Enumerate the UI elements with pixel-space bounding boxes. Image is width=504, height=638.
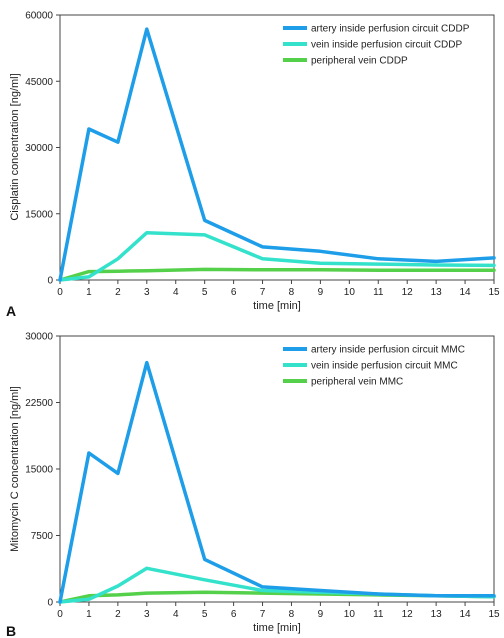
x-tick-label: 6 <box>231 287 237 298</box>
legend-b: artery inside perfusion circuit MMC vein … <box>283 345 465 388</box>
y-ticks-a: 0 15000 30000 45000 60000 <box>25 11 60 287</box>
y-axis-title-a: Cisplatin concentration [ng/ml] <box>9 73 21 220</box>
x-tick-label: 3 <box>144 287 150 298</box>
y-tick-label: 15000 <box>25 465 53 476</box>
x-tick-label: 13 <box>431 609 443 620</box>
series-line-vein-inside-perfusion-circuit-cddp <box>58 230 496 282</box>
x-tick-label: 0 <box>57 609 63 620</box>
series-line-artery-inside-perfusion-circuit-mmc <box>58 360 496 604</box>
legend-label: peripheral vein MMC <box>311 377 403 388</box>
chart-panel-b: 0 1 2 3 4 5 6 7 8 9 10 11 12 13 14 15 07500150002250030… <box>6 332 500 638</box>
y-tick-label: 15000 <box>25 209 53 220</box>
y-ticks-b: 0 7500 15000 22500 30000 <box>25 332 60 609</box>
legend-label: vein inside perfusion circuit MMC <box>311 361 458 372</box>
y-tick-label: 0 <box>47 598 53 609</box>
x-tick-label: 8 <box>289 287 295 298</box>
x-tick-label: 14 <box>460 609 472 620</box>
x-tick-label: 1 <box>86 609 92 620</box>
x-tick-label: 10 <box>344 609 356 620</box>
y-tick-label: 30000 <box>25 143 53 154</box>
legend-label: vein inside perfusion circuit CDDP <box>311 40 463 51</box>
plot-frame-b <box>59 335 495 603</box>
y-tick-label: 30000 <box>25 332 53 343</box>
x-tick-label: 4 <box>173 609 179 620</box>
legend-a: artery inside perfusion circuit CDDP vein… <box>283 24 470 67</box>
x-tick-label: 2 <box>115 609 121 620</box>
x-ticks-b: 0 1 2 3 4 5 6 7 8 9 10 11 12 13 14 15 <box>57 602 500 620</box>
plot-frame-a <box>59 14 495 281</box>
y-tick-label: 22500 <box>25 398 53 409</box>
y-tick-label: 7500 <box>31 531 54 542</box>
x-tick-label: 10 <box>344 287 356 298</box>
chart-panel-a: 0 1 2 3 4 5 6 7 8 9 10 11 12 13 14 15 01500030000450006… <box>6 11 500 320</box>
x-tick-label: 12 <box>402 609 414 620</box>
panel-label-a: A <box>6 303 16 319</box>
series-lines-b <box>58 360 496 604</box>
x-tick-label: 0 <box>57 287 63 298</box>
x-tick-label: 8 <box>289 609 295 620</box>
series-line-peripheral-vein-cddp <box>58 267 496 282</box>
x-tick-label: 6 <box>231 609 237 620</box>
x-tick-label: 7 <box>260 609 266 620</box>
y-tick-label: 0 <box>47 276 53 287</box>
x-tick-label: 15 <box>488 287 500 298</box>
x-tick-label: 11 <box>373 287 384 298</box>
x-tick-label: 2 <box>115 287 121 298</box>
x-tick-label: 14 <box>460 287 472 298</box>
x-tick-label: 5 <box>202 287 208 298</box>
legend-label: peripheral vein CDDP <box>311 56 408 67</box>
series-line-artery-inside-perfusion-circuit-cddp <box>58 27 496 282</box>
x-tick-label: 9 <box>318 287 324 298</box>
x-tick-label: 9 <box>318 609 324 620</box>
legend-label: artery inside perfusion circuit MMC <box>311 345 465 356</box>
x-axis-title-a: time [min] <box>253 300 301 312</box>
x-tick-label: 13 <box>431 287 443 298</box>
x-ticks-a: 0 1 2 3 4 5 6 7 8 9 10 11 12 13 14 15 <box>57 280 500 298</box>
y-tick-label: 45000 <box>25 77 53 88</box>
panel-label-b: B <box>6 623 16 638</box>
legend-label: artery inside perfusion circuit CDDP <box>311 24 470 35</box>
x-tick-label: 4 <box>173 287 179 298</box>
y-axis-title-b: Mitomycin C concentration [ng/ml] <box>9 386 21 552</box>
x-tick-label: 12 <box>402 287 414 298</box>
y-tick-label: 60000 <box>25 11 53 22</box>
x-tick-label: 3 <box>144 609 150 620</box>
x-axis-title-b: time [min] <box>253 622 301 634</box>
x-tick-label: 7 <box>260 287 266 298</box>
x-tick-label: 15 <box>488 609 500 620</box>
x-tick-label: 5 <box>202 609 208 620</box>
x-tick-label: 1 <box>86 287 92 298</box>
series-lines-a <box>58 27 496 282</box>
x-tick-label: 11 <box>373 609 384 620</box>
